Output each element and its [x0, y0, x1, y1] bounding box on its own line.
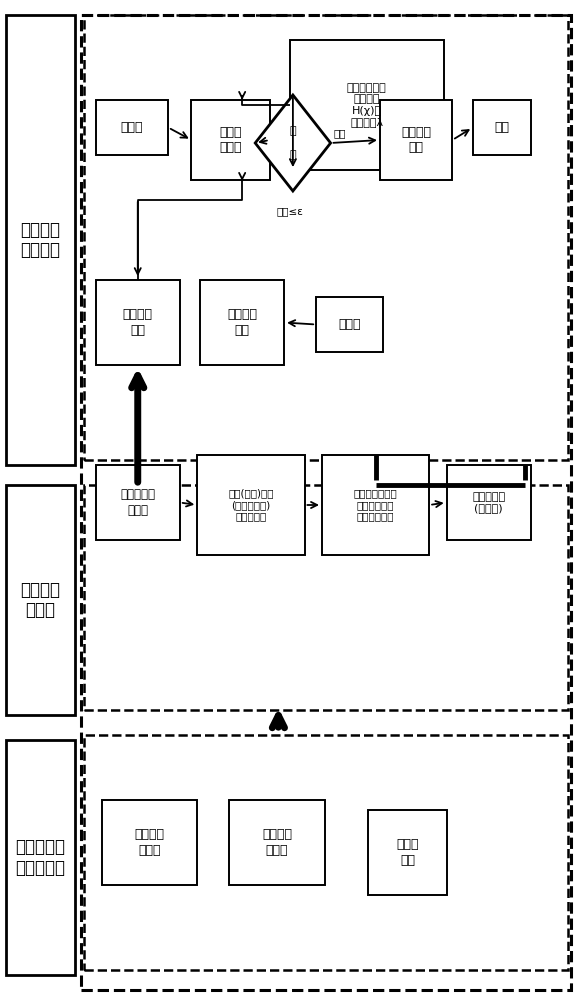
Text: 初始値: 初始値: [121, 121, 143, 134]
Text: 干酪根成
气模型: 干酪根成 气模型: [262, 828, 292, 856]
Text: 动力学模
型的标定: 动力学模 型的标定: [21, 221, 60, 259]
FancyBboxPatch shape: [6, 485, 75, 715]
Text: 模大: 模大: [334, 128, 346, 138]
FancyBboxPatch shape: [473, 100, 531, 155]
FancyBboxPatch shape: [96, 465, 180, 540]
FancyBboxPatch shape: [102, 800, 197, 885]
FancyBboxPatch shape: [200, 280, 284, 365]
FancyBboxPatch shape: [316, 297, 383, 352]
Text: 一阶偏
导函数: 一阶偏 导函数: [219, 126, 242, 154]
Text: 构造目标
函数: 构造目标 函数: [123, 308, 153, 336]
Text: 成烃动力学
模型的建立: 成烃动力学 模型的建立: [16, 838, 66, 877]
FancyBboxPatch shape: [6, 740, 75, 975]
Text: 干酪根成
油模型: 干酪根成 油模型: [135, 828, 164, 856]
Text: 模: 模: [289, 126, 296, 136]
FancyBboxPatch shape: [6, 15, 75, 465]
Text: 记录热模拟实验
时间、温度、
烃类产量数据: 记录热模拟实验 时间、温度、 烃类产量数据: [354, 488, 397, 522]
Text: 结束: 结束: [494, 121, 509, 134]
Text: 输出标定
结果: 输出标定 结果: [401, 126, 431, 154]
FancyBboxPatch shape: [229, 800, 325, 885]
Text: 模小≤ε: 模小≤ε: [277, 206, 303, 216]
Text: 油成气
模型: 油成气 模型: [396, 838, 419, 866]
Text: 构造惩罚
函数: 构造惩罚 函数: [227, 308, 257, 336]
FancyBboxPatch shape: [96, 100, 168, 155]
Text: 大: 大: [289, 150, 296, 160]
Text: 代表性样品
的选择: 代表性样品 的选择: [120, 488, 155, 516]
FancyBboxPatch shape: [191, 100, 270, 180]
FancyBboxPatch shape: [322, 455, 429, 555]
FancyBboxPatch shape: [197, 455, 304, 555]
Text: 单次(多次)恒温
(定升温速率)
热模拟实验: 单次(多次)恒温 (定升温速率) 热模拟实验: [228, 488, 274, 522]
FancyBboxPatch shape: [290, 40, 444, 170]
FancyBboxPatch shape: [380, 100, 452, 180]
Text: 实验或观
测数据: 实验或观 测数据: [21, 581, 60, 619]
FancyBboxPatch shape: [368, 810, 447, 895]
Text: 求取产烃率
(油、气): 求取产烃率 (油、气): [472, 492, 505, 513]
FancyBboxPatch shape: [447, 465, 531, 540]
Text: 约束项: 约束项: [338, 318, 361, 331]
Polygon shape: [255, 95, 331, 191]
Text: 二阶导数矩阵
的逆矩似
H(χ)；
确定步长λ: 二阶导数矩阵 的逆矩似 H(χ)； 确定步长λ: [347, 83, 387, 127]
FancyBboxPatch shape: [96, 280, 180, 365]
